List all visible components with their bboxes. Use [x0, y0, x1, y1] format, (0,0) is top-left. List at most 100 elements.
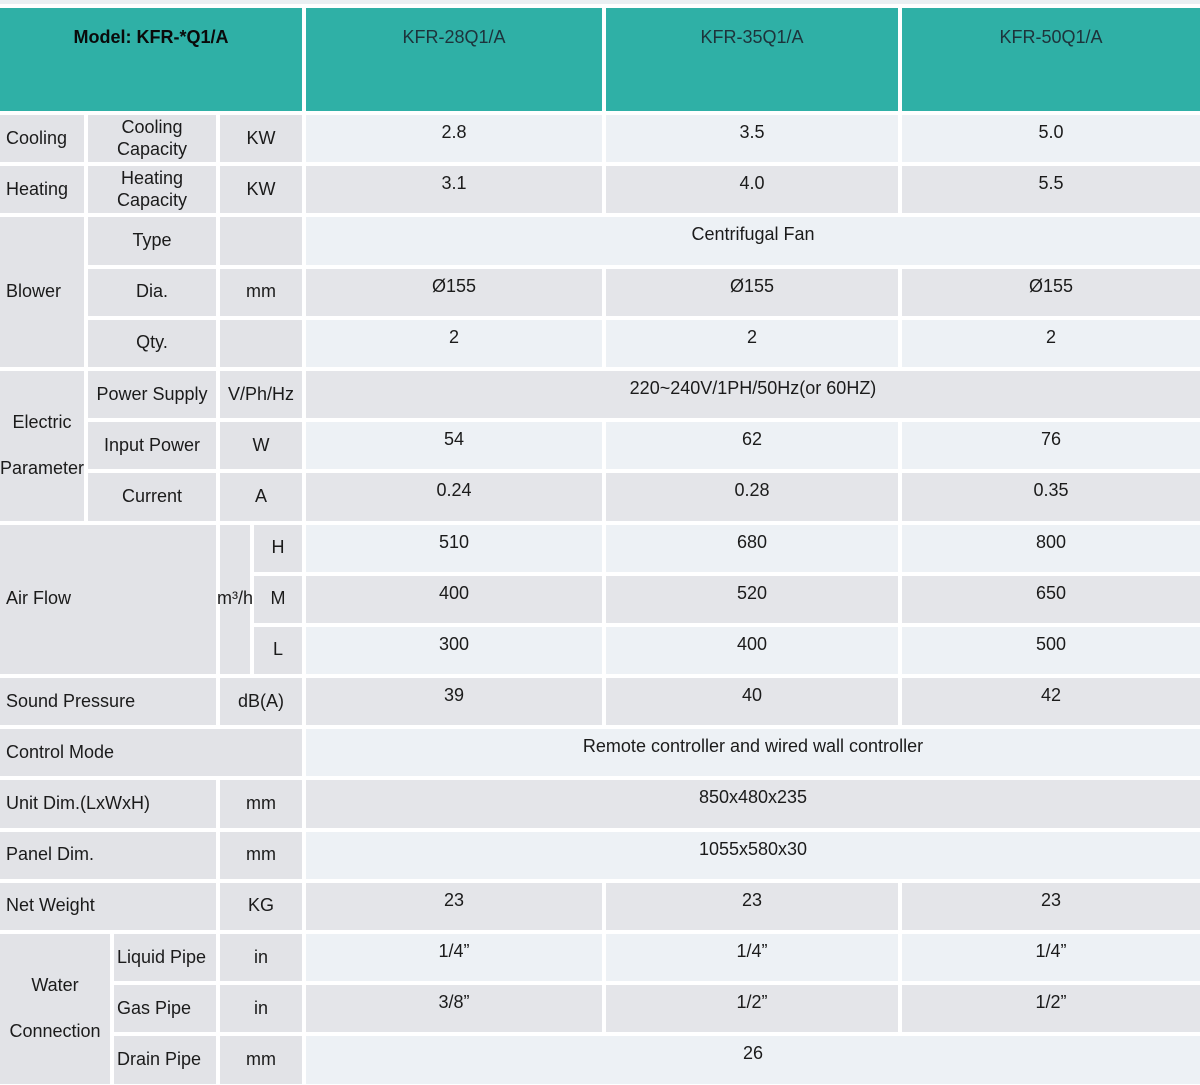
value-cell-span: 850x480x235: [306, 780, 1200, 828]
value-cell: 400: [606, 626, 898, 675]
value-cell: 62: [606, 422, 898, 470]
unit-cell: mm: [220, 1036, 302, 1084]
value-cell: Ø155: [306, 268, 602, 316]
value-cell: 1/4”: [902, 934, 1200, 982]
section-cooling: Cooling Cooling Capacity KW 2.8 3.5 5.0: [0, 115, 1200, 163]
value-cell: 3.1: [306, 166, 602, 214]
unit-cell: V/Ph/Hz: [220, 370, 302, 419]
group-cell-net-weight: Net Weight: [0, 882, 216, 930]
unit-cell-m3h: m³/h: [217, 524, 253, 675]
value-cell: Ø155: [606, 268, 898, 316]
section-sound-pressure: Sound Pressure dB(A) 39 40 42: [0, 678, 1200, 726]
group-cell-unit-dim: Unit Dim.(LxWxH): [0, 780, 216, 828]
top-strip: [0, 0, 1200, 4]
value-cell: 650: [902, 575, 1200, 623]
value-cell: Ø155: [902, 268, 1200, 316]
value-cell: 2: [606, 319, 898, 367]
unit-cell: mm: [220, 268, 302, 316]
value-cell: 5.5: [902, 166, 1200, 214]
value-cell: 800: [902, 524, 1200, 572]
unit-cell: [220, 319, 302, 367]
section-blower: Blower Type Centrifugal Fan Dia. mm Ø155…: [0, 217, 1200, 367]
sub-label-cell: Qty.: [88, 319, 216, 367]
value-cell: 39: [306, 678, 602, 726]
value-cell: 520: [606, 575, 898, 623]
header-model-cell: Model: KFR-*Q1/A: [0, 8, 302, 111]
section-electric-parameter: Electric Parameter Power Supply V/Ph/Hz …: [0, 370, 1200, 521]
sub-label-cell: Current: [88, 473, 216, 521]
unit-cell: KW: [220, 166, 302, 214]
unit-cell: KW: [220, 115, 302, 163]
value-cell: 680: [606, 524, 898, 572]
value-cell: 1/4”: [306, 934, 602, 982]
sub-label-cell: Input Power: [88, 422, 216, 470]
value-cell: 23: [902, 882, 1200, 930]
unit-cell: mm: [220, 831, 302, 879]
header-col-kfr28: KFR-28Q1/A: [306, 8, 602, 111]
group-cell-panel-dim: Panel Dim.: [0, 831, 216, 879]
value-cell: 2: [306, 319, 602, 367]
unit-cell: dB(A): [220, 678, 302, 726]
unit-cell: in: [220, 934, 302, 982]
sub-label-cell-high: H: [254, 524, 302, 572]
sub-label-cell: Cooling Capacity: [88, 115, 216, 163]
value-cell: 1/2”: [902, 985, 1200, 1033]
section-net-weight: Net Weight KG 23 23 23: [0, 882, 1200, 930]
value-cell: 3.5: [606, 115, 898, 163]
unit-cell: [220, 217, 302, 265]
value-cell: 510: [306, 524, 602, 572]
sub-label-cell: Liquid Pipe: [114, 934, 216, 982]
value-cell-span: Centrifugal Fan: [306, 217, 1200, 265]
value-cell: 0.28: [606, 473, 898, 521]
section-heating: Heating Heating Capacity KW 3.1 4.0 5.5: [0, 166, 1200, 214]
group-cell-heating: Heating: [0, 166, 84, 214]
unit-cell: A: [220, 473, 302, 521]
header-col-kfr35: KFR-35Q1/A: [606, 8, 898, 111]
value-cell: 0.24: [306, 473, 602, 521]
value-cell: 3/8”: [306, 985, 602, 1033]
sub-label-cell: Power Supply: [88, 370, 216, 419]
value-cell: 500: [902, 626, 1200, 675]
unit-cell: KG: [220, 882, 302, 930]
sub-label-cell: Dia.: [88, 268, 216, 316]
value-cell-span: 26: [306, 1036, 1200, 1084]
group-cell-air-flow: Air Flow: [0, 524, 216, 675]
value-cell: 1/2”: [606, 985, 898, 1033]
sub-label-cell: Heating Capacity: [88, 166, 216, 214]
value-cell: 400: [306, 575, 602, 623]
header-col-kfr50: KFR-50Q1/A: [902, 8, 1200, 111]
sub-label-cell-medium: M: [254, 575, 302, 623]
value-cell: 42: [902, 678, 1200, 726]
sub-label-cell: Type: [88, 217, 216, 265]
section-unit-dim: Unit Dim.(LxWxH) mm 850x480x235: [0, 780, 1200, 828]
section-control-mode: Control Mode Remote controller and wired…: [0, 729, 1200, 777]
value-cell: 2.8: [306, 115, 602, 163]
section-air-flow: Air Flow m³/h H 510 680 800 M 400 520 65…: [0, 524, 1200, 675]
group-cell-sound-pressure: Sound Pressure: [0, 678, 216, 726]
value-cell-span: 220~240V/1PH/50Hz(or 60HZ): [306, 370, 1200, 419]
section-water-connection: Water Connection Liquid Pipe in 1/4” 1/4…: [0, 934, 1200, 1084]
sub-label-cell: Drain Pipe: [114, 1036, 216, 1084]
value-cell: 54: [306, 422, 602, 470]
group-cell-water-connection: Water Connection: [0, 934, 110, 1084]
group-cell-blower: Blower: [0, 217, 84, 367]
sub-label-cell: Gas Pipe: [114, 985, 216, 1033]
value-cell: 23: [306, 882, 602, 930]
unit-cell: W: [220, 422, 302, 470]
header-row: Model: KFR-*Q1/A KFR-28Q1/A KFR-35Q1/A K…: [0, 8, 1200, 111]
value-cell: 76: [902, 422, 1200, 470]
value-cell: 4.0: [606, 166, 898, 214]
sub-label-cell-low: L: [254, 626, 302, 675]
group-cell-control-mode: Control Mode: [0, 729, 302, 777]
value-cell: 5.0: [902, 115, 1200, 163]
value-cell-span: 1055x580x30: [306, 831, 1200, 879]
value-cell: 40: [606, 678, 898, 726]
value-cell: 1/4”: [606, 934, 898, 982]
unit-cell: mm: [220, 780, 302, 828]
value-cell-span: Remote controller and wired wall control…: [306, 729, 1200, 777]
value-cell: 0.35: [902, 473, 1200, 521]
value-cell: 2: [902, 319, 1200, 367]
group-cell-cooling: Cooling: [0, 115, 84, 163]
value-cell: 23: [606, 882, 898, 930]
